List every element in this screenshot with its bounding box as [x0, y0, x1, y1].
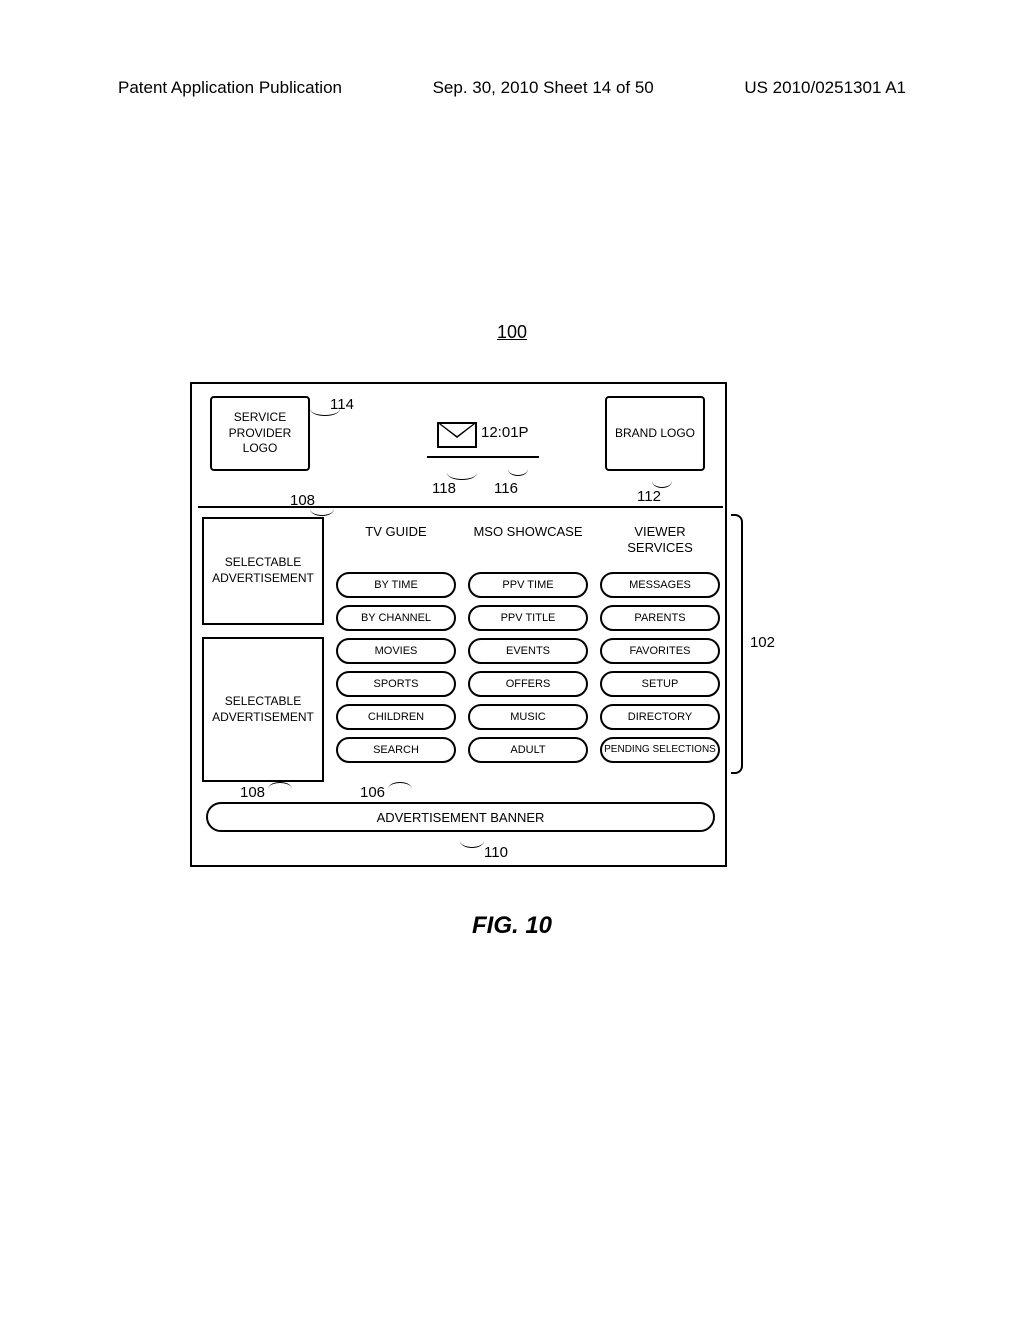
lead-118	[447, 466, 477, 480]
ref-112: 112	[637, 488, 661, 505]
col1-header: TV GUIDE	[336, 524, 456, 540]
col2-header: MSO SHOWCASE	[468, 524, 588, 540]
clock-time: 12:01P	[481, 424, 529, 441]
lead-108b	[268, 782, 292, 796]
menu-children[interactable]: CHILDREN	[336, 704, 456, 730]
menu-search[interactable]: SEARCH	[336, 737, 456, 763]
ref-106: 106	[360, 784, 385, 801]
ref-108-bottom: 108	[240, 784, 265, 801]
menu-setup[interactable]: SETUP	[600, 671, 720, 697]
figure-caption: FIG. 10	[472, 912, 552, 940]
menu-movies[interactable]: MOVIES	[336, 638, 456, 664]
menu-ppv-time[interactable]: PPV TIME	[468, 572, 588, 598]
lead-106	[388, 782, 412, 796]
ad-banner[interactable]: ADVERTISEMENT BANNER	[206, 802, 715, 832]
menu-events[interactable]: EVENTS	[468, 638, 588, 664]
col3-header: VIEWER SERVICES	[600, 524, 720, 555]
selectable-ad-2[interactable]: SELECTABLE ADVERTISEMENT	[202, 637, 324, 782]
menu-ppv-title[interactable]: PPV TITLE	[468, 605, 588, 631]
service-provider-logo[interactable]: SERVICE PROVIDER LOGO	[210, 396, 310, 471]
menu-offers[interactable]: OFFERS	[468, 671, 588, 697]
menu-sports[interactable]: SPORTS	[336, 671, 456, 697]
menu-music[interactable]: MUSIC	[468, 704, 588, 730]
page-header: Patent Application Publication Sep. 30, …	[0, 78, 1024, 98]
mail-icon[interactable]	[437, 422, 477, 448]
selectable-ad-1[interactable]: SELECTABLE ADVERTISEMENT	[202, 517, 324, 625]
separator-line	[198, 506, 723, 508]
menu-parents[interactable]: PARENTS	[600, 605, 720, 631]
lead-116	[508, 462, 528, 476]
ref-110: 110	[484, 844, 508, 861]
lead-110	[460, 834, 484, 848]
menu-by-time[interactable]: BY TIME	[336, 572, 456, 598]
figure-number: 100	[497, 322, 527, 343]
lead-114	[310, 402, 340, 416]
main-menu-box: SERVICE PROVIDER LOGO 12:01P BRAND LOGO …	[190, 382, 727, 867]
ref-116: 116	[494, 480, 518, 497]
menu-messages[interactable]: MESSAGES	[600, 572, 720, 598]
header-center: Sep. 30, 2010 Sheet 14 of 50	[433, 78, 654, 98]
ref-102: 102	[750, 634, 775, 651]
ref-118: 118	[432, 480, 456, 497]
menu-adult[interactable]: ADULT	[468, 737, 588, 763]
menu-favorites[interactable]: FAVORITES	[600, 638, 720, 664]
clock-underline	[427, 456, 539, 458]
bracket-102	[731, 514, 743, 774]
menu-directory[interactable]: DIRECTORY	[600, 704, 720, 730]
menu-pending-selections[interactable]: PENDING SELECTIONS	[600, 737, 720, 763]
header-right: US 2010/0251301 A1	[744, 78, 906, 98]
lead-112	[652, 474, 672, 488]
lead-108a	[310, 502, 334, 516]
brand-logo[interactable]: BRAND LOGO	[605, 396, 705, 471]
menu-by-channel[interactable]: BY CHANNEL	[336, 605, 456, 631]
header-left: Patent Application Publication	[118, 78, 342, 98]
